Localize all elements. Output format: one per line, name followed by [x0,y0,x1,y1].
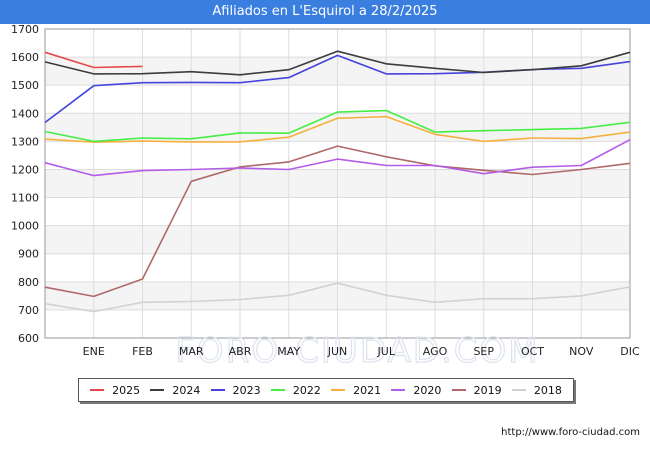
x-tick-label: JUN [327,345,348,358]
y-tick-label: 1100 [11,192,39,205]
legend-item-2021: 2021 [331,384,381,397]
series-line-2020 [44,138,631,177]
footer-url: http://www.foro-ciudad.com [501,427,640,438]
legend-label: 2025 [112,383,141,397]
y-tick-labels: 600 700 800 900 1000 1100 1200 1300 1400 1500 1600… [11,23,39,345]
series-line-2021 [44,115,631,143]
x-tick-label: FEB [132,345,153,358]
legend-item-2019: 2019 [451,383,502,397]
series-line-2019 [44,145,631,298]
y-tick-label: 700 [18,304,39,317]
legend: 2025 2024 2023 2022 2021 2020 2019 2018 [78,378,574,402]
series-line-2022 [44,109,631,143]
legend-label: 2023 [232,383,261,397]
legend-swatch [210,389,225,391]
legend-swatch [391,389,406,391]
legend-label: 2024 [172,383,201,397]
legend-label: 2018 [533,383,562,397]
series-line-2018 [44,282,631,313]
legend-item-2018: 2018 [511,383,562,397]
legend-swatch [150,389,165,391]
y-tick-label: 1500 [11,79,39,92]
x-tick-label: JUL [377,345,396,358]
y-tick-label: 1000 [11,220,39,233]
legend-swatch [511,389,526,391]
x-tick-label: ABR [229,345,252,358]
legend-label: 2020 [413,383,442,397]
y-tick-label: 600 [18,332,39,345]
legend-item-2022: 2022 [270,383,321,397]
y-tick-label: 1300 [11,135,39,148]
x-tick-label: MAR [179,345,204,358]
series-line-2025 [44,51,143,69]
watermark: FORO-CIUDAD.COM [175,331,539,371]
legend-item-2023: 2023 [210,383,261,397]
series-lines [44,50,631,313]
y-tick-label: 800 [18,276,39,289]
y-tick-label: 1700 [11,23,39,36]
legend-swatch [331,389,346,391]
legend-label: 2019 [473,383,502,397]
x-tick-label: SEP [473,345,494,358]
legend-swatch [270,389,285,391]
legend-item-2024: 2024 [150,384,200,397]
legend-item-2020: 2020 [391,384,441,397]
x-tick-label: ENE [83,345,105,358]
legend-swatch [90,389,105,391]
series-line-2024 [44,50,631,76]
y-tick-label: 1200 [11,163,39,176]
y-tick-label: 900 [18,248,39,261]
x-tick-label: OCT [521,345,544,358]
x-tick-label: NOV [569,345,594,358]
y-tick-label: 1400 [11,107,39,120]
legend-item-2025: 2025 [90,384,140,397]
legend-label: 2021 [353,383,382,397]
x-tick-label: DIC [620,345,640,358]
plot-frame [44,28,631,339]
x-tick-label: AGO [423,345,448,358]
x-tick-labels: ENE FEB MAR ABR MAY JUN JUL AGO SEP OCT NOV DIC [83,345,640,358]
y-tick-label: 1600 [11,51,39,64]
legend-swatch [451,389,466,391]
x-tick-label: MAY [277,345,300,358]
legend-label: 2022 [292,383,321,397]
chart-title: Afiliados en L'Esquirol a 28/2/2025 [0,0,650,24]
